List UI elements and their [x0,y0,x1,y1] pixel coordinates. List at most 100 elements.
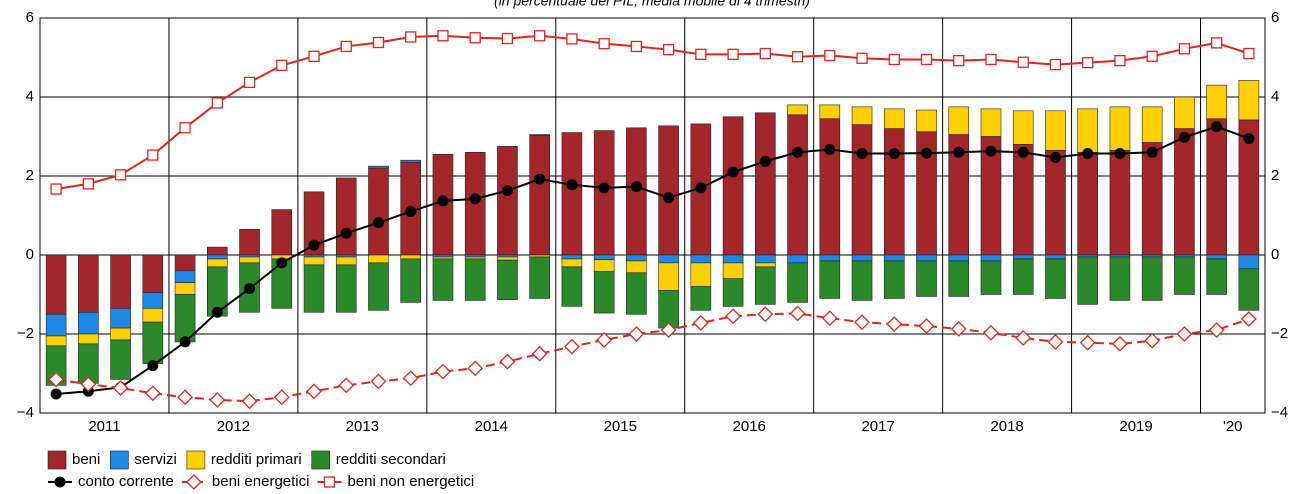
bar-segment [883,108,905,129]
line-marker [566,179,578,191]
line-marker [630,40,643,53]
legend-label: servizi [134,451,177,468]
line-marker [243,76,256,89]
line-marker [179,122,191,134]
bar-segment [755,266,776,305]
y2-tick-label: 2 [1271,167,1279,184]
x-tick-label: 2018 [990,418,1023,435]
legend-label: redditi primari [211,451,302,468]
line-marker [437,195,449,207]
line-marker [370,373,387,390]
line-marker [211,97,223,109]
plot-frame [39,17,1266,414]
bar-segment [980,254,1002,262]
bar-segment [368,165,389,169]
y2-tick-label: −4 [1271,404,1288,421]
bar-segment [497,259,518,300]
bar-segment [529,135,550,256]
line-marker [1015,330,1032,346]
bar-segment [626,254,647,262]
bar-segment [561,258,583,268]
line-marker [241,393,258,410]
line-marker [757,306,774,323]
line-marker [1049,58,1062,71]
legend-label: beni non energetici [347,473,474,490]
line-marker [920,53,933,66]
bar-segment [432,258,454,301]
line-marker [211,306,223,318]
line-marker [1112,335,1128,352]
line-marker [985,145,997,157]
bar-segment [1077,256,1098,305]
bar-segment [851,124,873,256]
y2-tick-label: 0 [1271,246,1279,263]
bar-segment [400,159,422,163]
line-marker [1047,333,1064,350]
x-tick-label: 2012 [217,418,250,435]
y-tick-label: 0 [26,246,34,263]
bar-segment [1206,118,1227,256]
line-marker [1146,50,1158,62]
bar-segment [787,254,808,264]
line-marker [1146,146,1158,158]
line-marker [534,173,546,185]
legend-label: beni [72,451,100,468]
line-marker [1049,151,1061,163]
bar-segment [626,272,647,315]
line-marker [50,388,62,400]
bar-segment [368,254,389,264]
line-marker [48,371,65,388]
line-marker [985,53,997,66]
line-marker [660,322,677,338]
bar-segment [110,339,131,380]
line-marker [950,320,967,337]
legend-label: redditi secondari [336,451,446,468]
bar-segment [851,106,873,125]
bar-segment [658,254,679,264]
x-tick-label: 2015 [604,418,637,435]
line-marker [824,49,836,62]
line-marker [499,353,516,370]
bar-segment [78,333,99,345]
bar-segment [722,278,744,307]
bar-segment [1174,256,1195,295]
line-marker [1208,322,1225,338]
bar-segment [142,254,164,293]
line-marker [435,363,451,380]
line-marker [1144,332,1161,349]
line-marker [1211,121,1223,133]
line-marker [1114,55,1126,67]
bar-segment [916,260,937,297]
bar-segment [1206,84,1227,120]
line-marker [1017,56,1029,68]
bar-segment [174,282,196,295]
bar-segment [690,286,712,311]
line-marker [789,305,806,322]
bar-segment [110,327,131,341]
bar-segment [561,266,583,307]
bar-segment [561,132,583,256]
y-tick-label: 2 [26,167,34,184]
line-marker [1176,326,1193,342]
line-marker [821,310,838,327]
line-marker [50,183,62,195]
bar-segment [497,256,518,261]
bar-segment [948,106,970,135]
bar-segment [1174,96,1195,129]
bar-segment [207,254,228,260]
line-marker [276,257,288,269]
legend-swatch [311,450,331,470]
bar-segment [755,112,776,256]
line-marker [563,338,580,355]
bar-segment [1045,258,1066,299]
bar-segment [1238,268,1260,311]
line-marker [1082,56,1094,69]
bar-segment [335,264,357,313]
bar-segment [1141,106,1163,143]
bar-segment [400,254,422,260]
line-marker [727,48,739,60]
series-line [55,312,1250,403]
bar-segment [174,270,196,283]
bar-segment [239,256,260,264]
